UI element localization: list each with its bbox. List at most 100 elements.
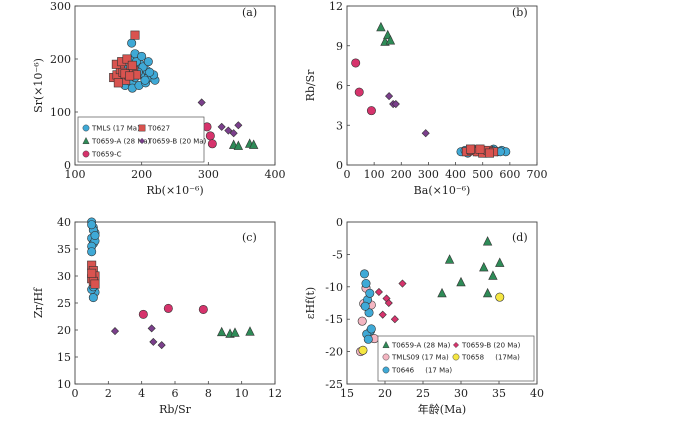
y-axis-label: εHf(t): [304, 287, 317, 319]
legend-label: T0659-C: [91, 151, 122, 159]
data-point: [354, 87, 364, 97]
data-point: [361, 279, 371, 289]
x-tick-label: 100: [65, 168, 86, 181]
data-point: [110, 327, 120, 336]
data-point: [384, 298, 393, 308]
panel-tag: (b): [512, 6, 528, 19]
series-tmls-17-ma-: [87, 217, 100, 303]
x-tick-label: 12: [268, 387, 282, 400]
legend-label: T0659-A (28 Ma): [391, 342, 451, 350]
series-t0659-b-20-ma-: [197, 98, 243, 138]
data-point: [437, 287, 447, 298]
data-point: [113, 78, 123, 88]
plot-frame-d: [346, 221, 538, 385]
x-axis-label: 年龄(Ma): [418, 402, 466, 416]
data-point: [87, 220, 97, 230]
data-point: [88, 293, 98, 303]
data-point: [217, 122, 226, 131]
x-tick-label: 4: [138, 387, 145, 400]
x-tick-label: 0: [72, 387, 79, 400]
legend-marker: [138, 124, 146, 132]
panel-tag: (a): [242, 6, 257, 19]
data-point: [465, 144, 475, 154]
data-point: [351, 58, 361, 68]
data-point: [230, 327, 240, 337]
x-tick-label: 30: [454, 387, 468, 400]
legend-marker: [452, 353, 460, 361]
series-t0659-c: [138, 303, 208, 319]
series-t0659-b-20-ma-: [374, 279, 407, 324]
data-point: [385, 35, 396, 45]
plot-frame-b: [346, 5, 538, 166]
data-point: [216, 326, 227, 337]
x-tick-label: 700: [527, 168, 548, 181]
data-point: [374, 287, 383, 297]
data-point: [385, 92, 394, 101]
legend-marker: [382, 353, 390, 361]
data-point: [130, 30, 140, 40]
y-tick-label: 0: [336, 159, 343, 172]
y-axis-label: Sr(×10⁻⁶): [32, 58, 45, 113]
x-tick-label: 10: [235, 387, 249, 400]
data-point: [233, 140, 244, 150]
x-tick-label: 25: [416, 387, 430, 400]
x-tick-label: 0: [344, 168, 351, 181]
y-axis-label: Zr/Hf: [32, 287, 45, 318]
x-tick-label: 15: [340, 387, 354, 400]
legend-label: T0627: [147, 125, 170, 133]
plot-frame-a: [74, 5, 276, 166]
y-tick-label: -15: [325, 313, 343, 326]
y-tick-label: -10: [325, 281, 343, 294]
series-t0659-a-28-ma-: [376, 21, 396, 46]
y-tick-label: 10: [57, 378, 71, 391]
y-tick-label: 6: [336, 80, 343, 93]
panel-d: 15 20 25 30 35 40 -25 -20 -15 -10 -5 0 年龄(Ma) εHf(t) (…: [304, 216, 544, 416]
data-point: [378, 310, 387, 319]
x-tick-label: 500: [472, 168, 493, 181]
panel-tag: (d): [512, 231, 528, 244]
data-point: [488, 270, 498, 280]
data-point: [198, 304, 208, 314]
y-tick-label: 200: [50, 53, 71, 66]
data-point: [147, 324, 156, 333]
y-tick-label: -25: [325, 378, 343, 391]
x-tick-label: 100: [364, 168, 385, 181]
data-point: [90, 279, 100, 289]
data-point: [149, 337, 158, 346]
data-point: [127, 60, 137, 70]
data-point: [359, 269, 369, 279]
x-tick-label: 300: [198, 168, 219, 181]
data-point: [145, 67, 155, 77]
legend-marker: [452, 341, 460, 349]
data-point: [157, 341, 166, 350]
data-point: [143, 57, 153, 67]
legend-marker: [382, 366, 390, 374]
data-point: [234, 121, 243, 130]
data-point: [365, 288, 375, 298]
x-tick-label: 40: [530, 387, 544, 400]
y-tick-label: -5: [332, 248, 343, 261]
legend-label: T0659-B (20 Ma): [461, 342, 521, 350]
data-point: [376, 21, 386, 32]
x-tick-label: 600: [499, 168, 520, 181]
x-axis-label: Rb/Sr: [159, 403, 192, 416]
legend-label: T0646 (17 Ma): [391, 367, 452, 375]
y-tick-label: 9: [336, 40, 343, 53]
data-point: [248, 139, 259, 149]
data-point: [229, 129, 238, 138]
data-point: [87, 247, 97, 257]
y-axis-label: Rb/Sr: [304, 69, 317, 102]
data-point: [358, 345, 368, 355]
x-tick-label: 400: [445, 168, 466, 181]
y-tick-label: -20: [325, 346, 343, 359]
data-point: [125, 71, 135, 81]
data-point: [421, 129, 430, 138]
legend-marker: [82, 150, 90, 158]
y-tick-label: 40: [57, 216, 71, 229]
legend-d: T0659-A (28 Ma) T0659-B (20 Ma) TMLS09 (17…: [377, 335, 535, 382]
data-point: [87, 268, 97, 278]
y-tick-label: 35: [57, 243, 71, 256]
legend-label: T0658 (17Ma): [461, 354, 520, 362]
data-point: [90, 231, 100, 241]
x-tick-label: 200: [131, 168, 152, 181]
